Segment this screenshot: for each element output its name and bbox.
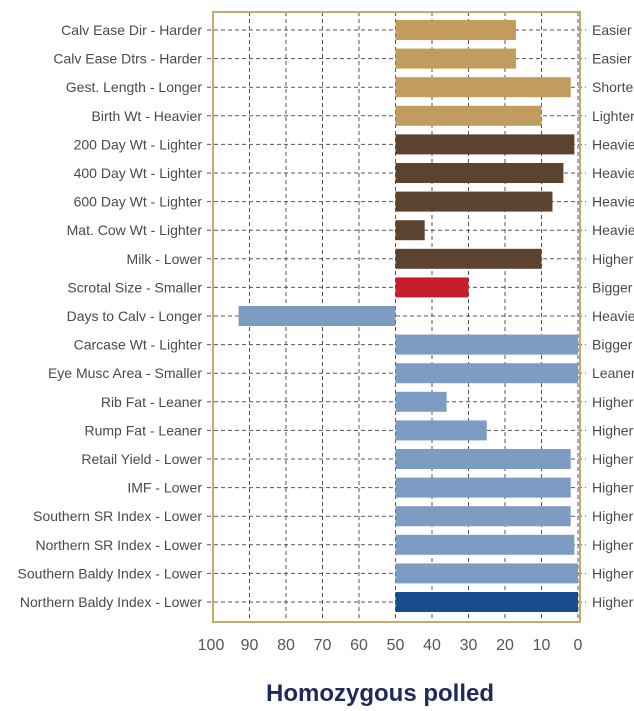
category-label-left: IMF - Lower bbox=[127, 480, 202, 496]
bar bbox=[395, 48, 516, 69]
x-tick-label: 0 bbox=[574, 637, 583, 654]
bar bbox=[395, 134, 575, 155]
left-labels: Calv Ease Dir - Harder Calv Ease Dtrs - H… bbox=[18, 22, 203, 610]
category-label-left: Rump Fat - Leaner bbox=[85, 422, 203, 438]
x-tick-label: 40 bbox=[423, 637, 441, 654]
bar bbox=[395, 449, 571, 469]
category-label-left: Milk - Lower bbox=[127, 251, 203, 267]
bar bbox=[395, 248, 542, 269]
x-tick-label: 50 bbox=[387, 637, 405, 654]
category-label-right: Heavier bbox=[592, 308, 634, 324]
category-label-right: Easier bbox=[592, 51, 632, 67]
category-label-right: Bigger bbox=[592, 279, 633, 295]
category-label-right: Leaner bbox=[592, 365, 634, 381]
category-label-left: Gest. Length - Longer bbox=[66, 79, 203, 95]
category-label-left: Calv Ease Dir - Harder bbox=[61, 22, 202, 38]
category-label-right: Higher bbox=[592, 251, 634, 267]
bar bbox=[395, 334, 578, 355]
category-label-right: Heavier bbox=[592, 136, 634, 152]
x-tick-label: 60 bbox=[350, 637, 368, 654]
category-label-right: Higher bbox=[592, 537, 634, 553]
chart-frame bbox=[212, 11, 581, 623]
category-label-right: Heavier bbox=[592, 165, 634, 181]
bar bbox=[395, 20, 516, 40]
category-label-left: Northern SR Index - Lower bbox=[35, 537, 202, 553]
category-label-left: Calv Ease Dtrs - Harder bbox=[53, 51, 202, 67]
bar bbox=[395, 477, 571, 498]
bar bbox=[395, 420, 487, 441]
category-label-right: Higher bbox=[592, 422, 634, 438]
chart-title: Homozygous polled bbox=[266, 680, 494, 707]
category-label-right: Heavier bbox=[592, 194, 634, 210]
x-tick-label: 10 bbox=[533, 637, 551, 654]
x-axis-ticks: 100 90 80 70 60 50 40 30 20 10 0 bbox=[198, 637, 583, 654]
x-tick-label: 100 bbox=[198, 637, 225, 654]
bar bbox=[395, 105, 542, 126]
bar bbox=[395, 534, 575, 555]
category-label-right: Higher bbox=[592, 451, 634, 467]
category-label-left: Birth Wt - Heavier bbox=[92, 108, 203, 124]
category-label-left: Northern Baldy Index - Lower bbox=[20, 594, 202, 610]
category-label-left: Carcase Wt - Lighter bbox=[74, 337, 203, 353]
category-label-right: Shorter bbox=[592, 79, 634, 95]
bar bbox=[395, 506, 571, 527]
x-tick-label: 70 bbox=[314, 637, 332, 654]
x-tick-label: 90 bbox=[241, 637, 259, 654]
category-label-right: Heavier bbox=[592, 222, 634, 238]
category-label-left: 600 Day Wt - Lighter bbox=[74, 194, 203, 210]
category-label-left: Rib Fat - Leaner bbox=[101, 394, 202, 410]
category-label-left: Retail Yield - Lower bbox=[81, 451, 202, 467]
category-label-right: Higher bbox=[592, 394, 634, 410]
chart-bars bbox=[238, 20, 578, 612]
category-label-left: 200 Day Wt - Lighter bbox=[74, 136, 203, 152]
x-tick-label: 30 bbox=[460, 637, 478, 654]
bar bbox=[395, 391, 447, 412]
bar bbox=[395, 363, 578, 384]
x-tick-label: 80 bbox=[277, 637, 295, 654]
bar bbox=[395, 191, 553, 212]
category-label-left: 400 Day Wt - Lighter bbox=[74, 165, 203, 181]
category-label-right: Bigger bbox=[592, 337, 633, 353]
category-label-left: Eye Musc Area - Smaller bbox=[48, 365, 202, 381]
category-label-right: Higher bbox=[592, 594, 634, 610]
bar bbox=[395, 163, 564, 183]
x-tick-label: 20 bbox=[496, 637, 514, 654]
bar bbox=[395, 277, 469, 298]
bar bbox=[395, 592, 578, 612]
category-label-right: Higher bbox=[592, 508, 634, 524]
plot-frame bbox=[212, 11, 581, 623]
bar bbox=[395, 220, 425, 241]
category-label-right: Higher bbox=[592, 480, 634, 496]
bar bbox=[395, 77, 571, 98]
category-label-left: Mat. Cow Wt - Lighter bbox=[67, 222, 203, 238]
category-label-right: Higher bbox=[592, 565, 634, 581]
bar bbox=[238, 306, 396, 326]
bar bbox=[395, 563, 578, 584]
category-label-left: Days to Calv - Longer bbox=[67, 308, 203, 324]
category-label-left: Southern Baldy Index - Lower bbox=[18, 565, 203, 581]
category-label-left: Scrotal Size - Smaller bbox=[67, 279, 202, 295]
category-label-right: Lighter bbox=[592, 108, 634, 124]
category-label-right: Easier bbox=[592, 22, 632, 38]
category-label-left: Southern SR Index - Lower bbox=[33, 508, 202, 524]
right-labels: Easier Easier Shorter Lighter Heavier Heavier… bbox=[592, 22, 634, 610]
